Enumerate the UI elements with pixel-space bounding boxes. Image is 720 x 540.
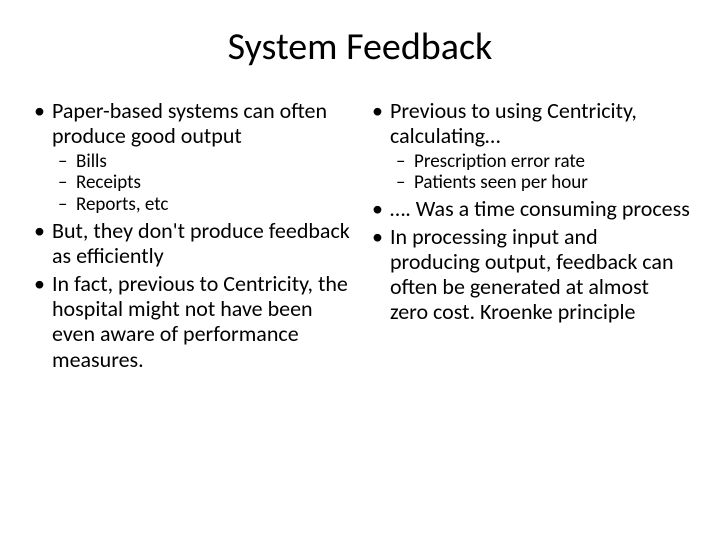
bullet-text: But, they don't produce feedback as effi… — [52, 217, 350, 269]
sub-list: Bills Receipts Reports, etc — [52, 151, 352, 217]
bullet-item: Paper-based systems can often produce go… — [30, 98, 352, 216]
sub-item: Bills — [52, 151, 352, 173]
sub-list: Prescription error rate Patients seen pe… — [390, 151, 690, 195]
sub-item: Prescription error rate — [390, 151, 690, 173]
sub-item: Patients seen per hour — [390, 172, 690, 194]
left-list: Paper-based systems can often produce go… — [30, 98, 352, 372]
sub-item: Receipts — [52, 172, 352, 194]
right-column: Previous to using Centricity, calculatin… — [368, 98, 690, 374]
bullet-text: …. Was a time consuming process — [390, 195, 690, 222]
bullet-text: Paper-based systems can often produce go… — [52, 97, 327, 149]
bullet-text: In processing input and producing output… — [390, 223, 674, 326]
bullet-item: In processing input and producing output… — [368, 224, 690, 325]
right-list: Previous to using Centricity, calculatin… — [368, 98, 690, 325]
slide-title: System Feedback — [30, 24, 690, 70]
bullet-text: Previous to using Centricity, calculatin… — [390, 97, 637, 149]
bullet-item: …. Was a time consuming process — [368, 196, 690, 221]
bullet-text: In fact, previous to Centricity, the hos… — [52, 270, 348, 373]
bullet-item: In fact, previous to Centricity, the hos… — [30, 271, 352, 372]
left-column: Paper-based systems can often produce go… — [30, 98, 352, 374]
sub-item: Reports, etc — [52, 194, 352, 216]
content-columns: Paper-based systems can often produce go… — [30, 98, 690, 374]
bullet-item: But, they don't produce feedback as effi… — [30, 218, 352, 269]
bullet-item: Previous to using Centricity, calculatin… — [368, 98, 690, 194]
